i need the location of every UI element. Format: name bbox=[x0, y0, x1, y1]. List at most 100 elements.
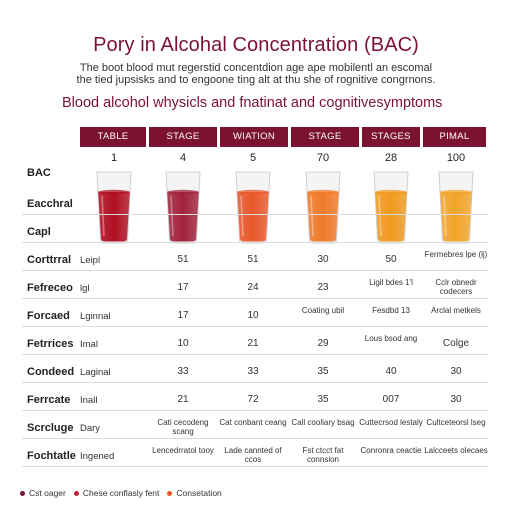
row-first-cell: Ingened bbox=[80, 451, 115, 462]
row-label: Scrcluge bbox=[27, 422, 74, 434]
table-cell: Cat conbant ceang bbox=[219, 418, 287, 427]
row-divider bbox=[22, 354, 488, 355]
table-cell: 72 bbox=[247, 394, 259, 405]
table-cell: Lencedrratol tooy bbox=[152, 446, 214, 455]
legend-label: Cst oager bbox=[29, 488, 66, 498]
table-cell: Coating ubil bbox=[301, 306, 345, 315]
table-cell: 17 bbox=[177, 282, 189, 293]
row-divider bbox=[22, 298, 488, 299]
drink-glass-icon bbox=[438, 171, 474, 244]
table-cell: 29 bbox=[317, 338, 329, 349]
row-divider bbox=[22, 326, 488, 327]
legend-dot-icon bbox=[167, 490, 173, 496]
row-label: Eacchral bbox=[27, 198, 73, 210]
table-header: TABLE STAGE WIATION STAGE STAGES PIMAL bbox=[80, 127, 486, 147]
table-cell: 30 bbox=[450, 394, 462, 405]
header-number-6: 100 bbox=[446, 152, 466, 164]
table-cell: Colge bbox=[442, 338, 470, 349]
legend-item: Chese conflasly fent bbox=[73, 488, 160, 498]
table-cell: Lade cannted of ccos bbox=[224, 446, 282, 464]
header-cell-4: STAGE bbox=[291, 127, 359, 147]
row-label: Ferrcate bbox=[27, 394, 71, 406]
legend-dot-icon bbox=[73, 490, 79, 496]
table-cell: 51 bbox=[247, 254, 259, 265]
table-cell: 35 bbox=[317, 366, 329, 377]
header-cell-3: WIATION bbox=[220, 127, 288, 147]
table-cell: 17 bbox=[177, 310, 189, 321]
table-cell: Arclal metkels bbox=[431, 306, 481, 315]
table-cell: Cuttecrsod lestaly bbox=[359, 418, 423, 427]
table-cell: Cultceteorsl lseg bbox=[426, 418, 486, 427]
row-divider bbox=[22, 270, 488, 271]
header-number-5: 28 bbox=[384, 152, 398, 164]
row-divider bbox=[22, 410, 488, 411]
drink-glass-icon bbox=[305, 171, 341, 244]
table-cell: Ligil bdes 1'l bbox=[369, 278, 413, 287]
row-first-cell: Laginal bbox=[80, 367, 111, 378]
row-label: Fefreceo bbox=[27, 282, 73, 294]
legend-dot-icon bbox=[20, 490, 25, 496]
table-cell: 35 bbox=[317, 394, 329, 405]
header-number-4: 70 bbox=[316, 152, 330, 164]
header-number-2: 4 bbox=[179, 152, 187, 164]
legend-label: Chese conflasly fent bbox=[82, 488, 160, 498]
row-label: Fochtatle bbox=[27, 450, 76, 462]
row-divider bbox=[22, 438, 488, 439]
row-label: Corttrral bbox=[27, 254, 72, 266]
legend-item: Cst oager bbox=[20, 488, 66, 498]
table-cell: Call cooliary bsag bbox=[291, 418, 355, 427]
row-divider bbox=[22, 242, 488, 243]
header-cell-6: PIMAL bbox=[423, 127, 486, 147]
header-cell-2: STAGE bbox=[149, 127, 217, 147]
header-number-3: 5 bbox=[249, 152, 257, 164]
row-first-cell: Dary bbox=[80, 423, 101, 434]
table-cell: Lous bsod ang bbox=[364, 334, 418, 343]
table-cell: 23 bbox=[317, 282, 329, 293]
table-cell: 10 bbox=[247, 310, 259, 321]
table-cell: 30 bbox=[450, 366, 462, 377]
subtitle-line-1: The boot blood mut regerstid concentdion… bbox=[79, 62, 433, 74]
row-label: Fetrrices bbox=[27, 338, 74, 350]
table-cell: Cclr obnedr codecers bbox=[435, 278, 477, 296]
row-label: Condeed bbox=[27, 366, 75, 378]
table-cell: 24 bbox=[247, 282, 259, 293]
bac-label: BAC bbox=[27, 167, 51, 179]
table-cell: 10 bbox=[177, 338, 189, 349]
table-cell: Fermebres lpe (lj) bbox=[424, 250, 488, 259]
legend-item: Consetation bbox=[167, 488, 222, 498]
row-divider bbox=[22, 382, 488, 383]
table-cell: 33 bbox=[247, 366, 259, 377]
row-first-cell: Inall bbox=[80, 395, 98, 406]
table-cell: Cati cecodeng scang bbox=[157, 418, 209, 436]
header-cell-5: STAGES bbox=[362, 127, 420, 147]
table-cell: 40 bbox=[385, 366, 397, 377]
header-number-1: 1 bbox=[110, 152, 118, 164]
legend: Cst oager Chese conflasly fent Consetati… bbox=[20, 488, 230, 498]
row-label: Forcaed bbox=[27, 310, 70, 322]
drink-glass-icon bbox=[165, 171, 201, 244]
table-cell: 007 bbox=[382, 394, 400, 405]
table-cell: 21 bbox=[247, 338, 259, 349]
drink-glass-icon bbox=[235, 171, 271, 244]
row-first-cell: Imal bbox=[80, 339, 98, 350]
table-cell: Lalcceets olecaes bbox=[424, 446, 488, 455]
table-cell: 51 bbox=[177, 254, 189, 265]
row-divider bbox=[22, 466, 488, 467]
subtitle-line-2: the tied jupsisks and to engoone ting al… bbox=[76, 74, 436, 86]
table-cell: 30 bbox=[317, 254, 329, 265]
row-first-cell: Lginnal bbox=[80, 311, 111, 322]
drink-glass-icon bbox=[96, 171, 132, 244]
drink-glass-icon bbox=[373, 171, 409, 244]
table-cell: 33 bbox=[177, 366, 189, 377]
table-cell: 50 bbox=[385, 254, 397, 265]
row-first-cell: lgl bbox=[80, 283, 90, 294]
section-headline: Blood alcohol whysicls and fnatinat and … bbox=[62, 95, 443, 111]
legend-label: Consetation bbox=[176, 488, 222, 498]
table-cell: 21 bbox=[177, 394, 189, 405]
row-divider bbox=[22, 214, 488, 215]
row-first-cell: Leipl bbox=[80, 255, 101, 266]
table-cell: Fesdbd 13 bbox=[372, 306, 410, 315]
table-cell: Conronra ceactie bbox=[360, 446, 422, 455]
header-cell-1: TABLE bbox=[80, 127, 146, 147]
page-title: Pory in Alcohal Concentration (BAC) bbox=[93, 34, 419, 56]
